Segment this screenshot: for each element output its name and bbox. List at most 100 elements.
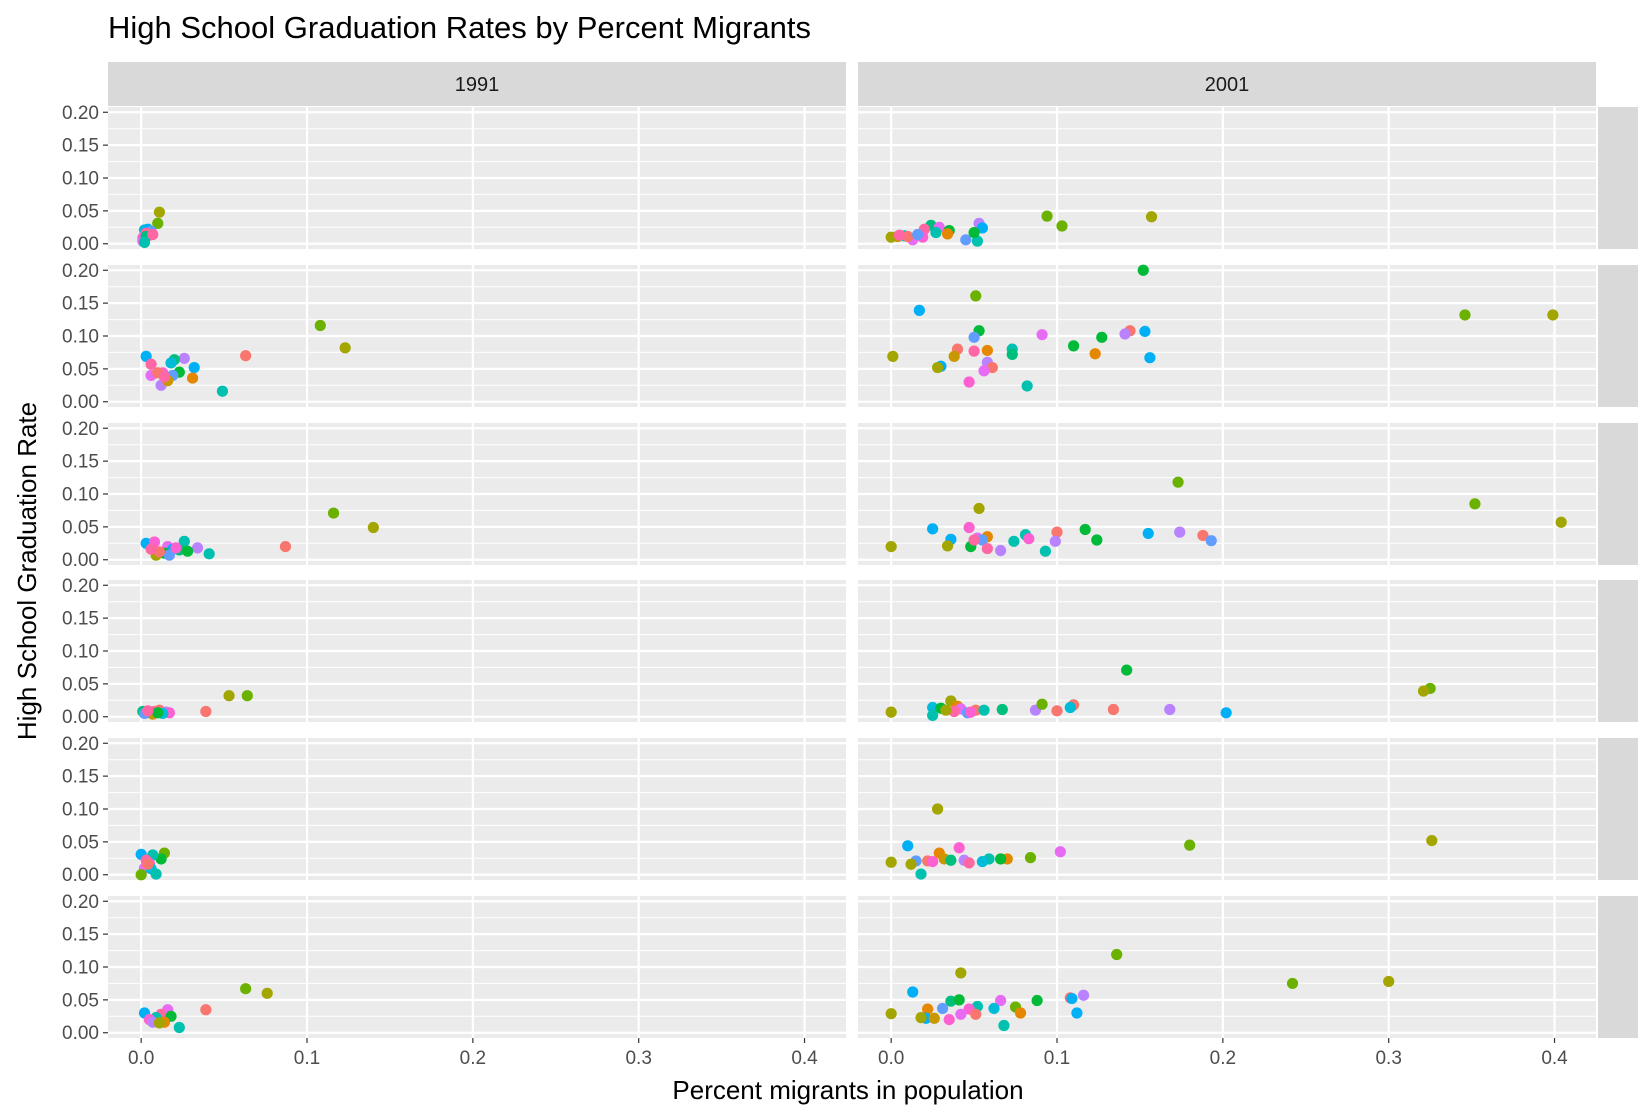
facet-panel bbox=[858, 738, 1596, 880]
data-point bbox=[1286, 977, 1299, 990]
data-point bbox=[1205, 535, 1217, 547]
data-point bbox=[981, 344, 993, 357]
data-point bbox=[1077, 989, 1090, 1001]
data-point bbox=[191, 542, 204, 554]
data-point bbox=[996, 703, 1008, 716]
data-point bbox=[170, 542, 182, 554]
data-point bbox=[1469, 498, 1481, 510]
data-point bbox=[1051, 705, 1063, 717]
data-point bbox=[1036, 698, 1048, 710]
data-point bbox=[314, 319, 326, 332]
data-point bbox=[968, 345, 980, 357]
facet-panel bbox=[108, 738, 846, 881]
data-point bbox=[145, 543, 157, 555]
y-axis-title: High School Graduation Rate bbox=[12, 402, 42, 740]
data-point bbox=[976, 222, 988, 234]
data-point bbox=[1054, 846, 1066, 858]
data-point bbox=[945, 995, 957, 1007]
data-point bbox=[930, 226, 942, 239]
data-point bbox=[1142, 527, 1154, 540]
data-point bbox=[367, 521, 379, 534]
data-point bbox=[188, 361, 200, 374]
facet-panel bbox=[108, 896, 846, 1038]
data-point bbox=[1056, 220, 1068, 232]
data-point bbox=[936, 1002, 949, 1015]
y-tick-label: 0.15 bbox=[62, 294, 99, 315]
data-point bbox=[963, 376, 975, 388]
data-point bbox=[182, 545, 194, 557]
data-point bbox=[1049, 535, 1061, 547]
data-point bbox=[960, 234, 972, 246]
row-strip bbox=[1598, 738, 1638, 880]
y-tick-label: 0.00 bbox=[62, 1023, 99, 1044]
data-point bbox=[941, 228, 954, 240]
row-strip bbox=[1598, 580, 1638, 722]
y-tick-label: 0.15 bbox=[62, 925, 99, 946]
data-point bbox=[963, 857, 975, 869]
data-point bbox=[902, 230, 914, 243]
y-tick-label: 0.15 bbox=[62, 452, 99, 473]
data-point bbox=[995, 994, 1007, 1007]
data-point bbox=[968, 331, 980, 343]
data-point bbox=[178, 352, 190, 364]
row-strip bbox=[1598, 423, 1638, 565]
data-point bbox=[943, 1013, 955, 1026]
data-point bbox=[1426, 834, 1438, 847]
data-point bbox=[1119, 328, 1131, 340]
x-tick-label: 0.1 bbox=[294, 1048, 320, 1069]
data-point bbox=[1184, 839, 1196, 851]
y-tick-label: 0.20 bbox=[62, 734, 99, 755]
data-point bbox=[1172, 476, 1184, 488]
data-point bbox=[963, 521, 975, 534]
data-point bbox=[887, 350, 899, 362]
data-point bbox=[1051, 526, 1063, 538]
data-point bbox=[1197, 529, 1209, 542]
data-point bbox=[927, 855, 939, 868]
data-point bbox=[885, 540, 897, 553]
data-point bbox=[1139, 325, 1151, 337]
data-point bbox=[995, 544, 1007, 557]
data-point bbox=[1008, 535, 1020, 547]
y-tick-label: 0.10 bbox=[62, 169, 99, 190]
data-point bbox=[142, 858, 154, 870]
data-point bbox=[1547, 309, 1559, 321]
data-point bbox=[978, 704, 990, 716]
column-strip-label: 1991 bbox=[455, 74, 500, 96]
row-strip bbox=[1598, 107, 1638, 249]
x-tick-label: 0.2 bbox=[460, 1048, 486, 1069]
y-tick-label: 0.05 bbox=[62, 517, 99, 538]
data-point bbox=[145, 358, 157, 370]
data-point bbox=[968, 534, 980, 546]
data-point bbox=[1023, 533, 1035, 545]
data-point bbox=[1041, 210, 1053, 222]
y-tick-label: 0.10 bbox=[62, 485, 99, 506]
row-strip bbox=[1598, 896, 1638, 1038]
data-point bbox=[932, 803, 944, 815]
data-point bbox=[150, 868, 162, 880]
y-tick-label: 0.05 bbox=[62, 674, 99, 695]
x-tick-label: 0.3 bbox=[1375, 1048, 1401, 1069]
facet-panel bbox=[108, 423, 846, 565]
data-point bbox=[1064, 701, 1076, 714]
data-point bbox=[339, 342, 351, 354]
data-point bbox=[998, 1019, 1010, 1032]
data-point bbox=[945, 854, 957, 866]
data-point bbox=[147, 228, 159, 241]
data-point bbox=[955, 1008, 967, 1020]
y-tick-label: 0.00 bbox=[62, 550, 99, 571]
x-tick-label: 0.4 bbox=[791, 1048, 818, 1069]
data-point bbox=[940, 704, 952, 716]
data-point bbox=[1417, 685, 1430, 697]
data-point bbox=[902, 840, 914, 852]
data-point bbox=[223, 690, 235, 702]
y-tick-label: 0.05 bbox=[62, 359, 99, 380]
data-point bbox=[978, 365, 990, 377]
data-point bbox=[915, 868, 927, 880]
data-point bbox=[173, 1021, 185, 1034]
data-point bbox=[186, 372, 199, 384]
data-point bbox=[240, 350, 252, 362]
data-point bbox=[1137, 264, 1149, 276]
y-tick-label: 0.10 bbox=[62, 642, 99, 663]
data-point bbox=[912, 228, 924, 241]
data-point bbox=[1145, 211, 1158, 223]
